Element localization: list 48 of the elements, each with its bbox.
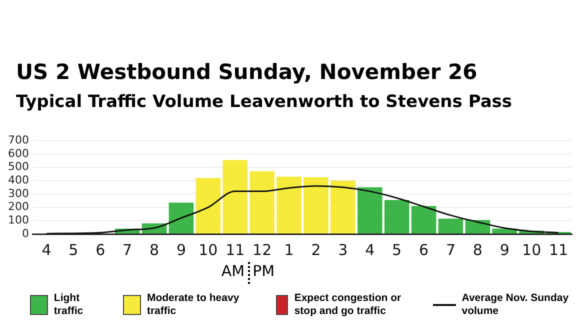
bar	[222, 160, 248, 234]
bar	[357, 187, 382, 234]
x-tick-label: 11	[548, 240, 568, 259]
x-tick-label: 9	[500, 240, 510, 259]
bar	[330, 180, 356, 234]
bar	[276, 176, 302, 234]
y-tick-label: 300	[8, 186, 29, 200]
legend-label: Light traffic	[54, 292, 84, 318]
x-tick-label: 6	[96, 240, 106, 259]
chart-subtitle: Typical Traffic Volume Leavenworth to Stevens Pass	[16, 92, 512, 112]
text: PM	[252, 262, 275, 280]
chart-title: US 2 Westbound Sunday, November 26	[16, 60, 478, 84]
y-tick-label: 200	[8, 200, 29, 214]
x-tick-label: 5	[68, 240, 78, 259]
y-tick-label: 600	[8, 146, 29, 160]
bar	[384, 200, 410, 234]
x-tick-label: 8	[472, 240, 482, 259]
x-tick-label: 8	[150, 240, 160, 259]
x-tick-label: 11	[226, 240, 245, 259]
x-tick-label: 12	[252, 240, 272, 259]
x-tick-label: 10	[198, 240, 218, 259]
legend-label: Moderate to heavy traffic	[146, 292, 240, 318]
bar	[438, 218, 464, 234]
x-tick-label: 1	[284, 240, 294, 259]
x-tick-label: 5	[392, 240, 402, 259]
x-tick-label: 3	[338, 240, 348, 259]
x-tick-label: 4	[365, 240, 375, 259]
y-tick-label: 400	[8, 173, 29, 186]
bar	[304, 177, 328, 234]
y-tick-label: 100	[8, 214, 29, 227]
bar	[168, 202, 194, 234]
x-tick-label: 7	[446, 240, 456, 259]
line-series	[46, 185, 560, 234]
legend-label: Expect congestion or stop and go traffic	[294, 292, 402, 318]
x-tick-label: 6	[419, 240, 429, 259]
x-tick-label: 2	[311, 240, 321, 259]
x-tick-label: 4	[42, 240, 52, 259]
x-tick-label: 7	[122, 240, 132, 259]
x-tick-label: 10	[522, 240, 542, 259]
x-tick-label: 9	[176, 240, 186, 259]
bar	[411, 206, 436, 234]
text: AM	[221, 262, 245, 280]
bar	[250, 171, 274, 234]
y-tick-label: 500	[8, 160, 29, 174]
legend-label: Average Nov. Sunday volume	[462, 292, 570, 318]
bar	[196, 178, 221, 234]
y-tick-label: 0	[22, 226, 29, 240]
y-tick-label: 700	[8, 133, 29, 146]
